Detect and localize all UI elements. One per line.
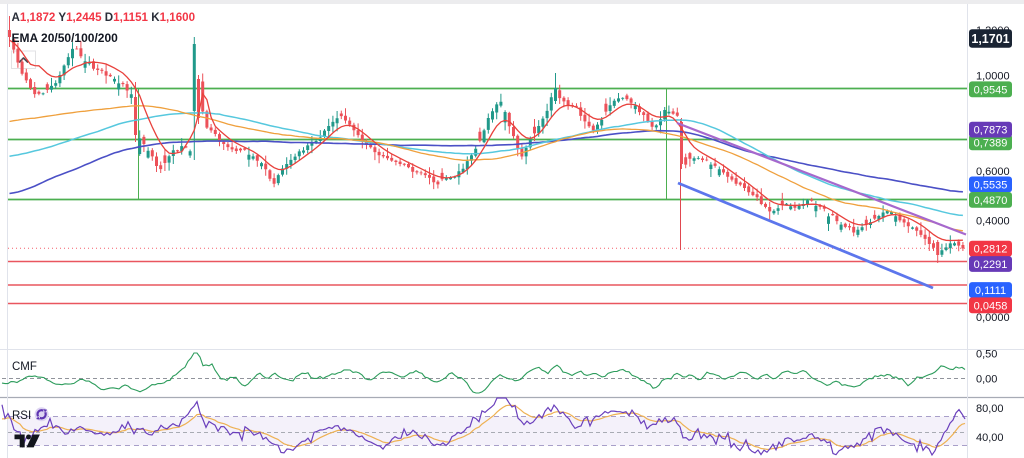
svg-text:0,5535: 0,5535 xyxy=(974,179,1008,191)
svg-text:0,6000: 0,6000 xyxy=(976,166,1010,178)
svg-text:80,00: 80,00 xyxy=(976,403,1004,415)
svg-text:0,0458: 0,0458 xyxy=(974,300,1008,312)
svg-text:0,00: 0,00 xyxy=(976,374,997,386)
svg-text:0,7873: 0,7873 xyxy=(974,125,1008,137)
svg-text:0,1111: 0,1111 xyxy=(975,285,1006,297)
svg-text:1,1701: 1,1701 xyxy=(971,32,1009,46)
svg-text:A1,1872 Y1,2445 D1,1151 K1,160: A1,1872 Y1,2445 D1,1151 K1,1600 xyxy=(12,11,196,24)
svg-text:0,0000: 0,0000 xyxy=(976,312,1010,324)
svg-text:0,2812: 0,2812 xyxy=(974,244,1008,256)
svg-text:EMA 20/50/100/200: EMA 20/50/100/200 xyxy=(12,31,119,45)
svg-text:RSI: RSI xyxy=(12,410,31,422)
svg-text:0,4870: 0,4870 xyxy=(974,195,1008,207)
svg-text:1,0000: 1,0000 xyxy=(976,71,1010,83)
svg-text:40,00: 40,00 xyxy=(976,432,1004,444)
svg-text:0,9545: 0,9545 xyxy=(974,84,1008,96)
svg-text:0,2291: 0,2291 xyxy=(974,259,1008,271)
svg-text:CMF: CMF xyxy=(12,361,37,373)
svg-text:0,50: 0,50 xyxy=(976,349,997,361)
svg-text:0,7389: 0,7389 xyxy=(974,137,1008,149)
svg-text:0,4000: 0,4000 xyxy=(976,216,1010,228)
